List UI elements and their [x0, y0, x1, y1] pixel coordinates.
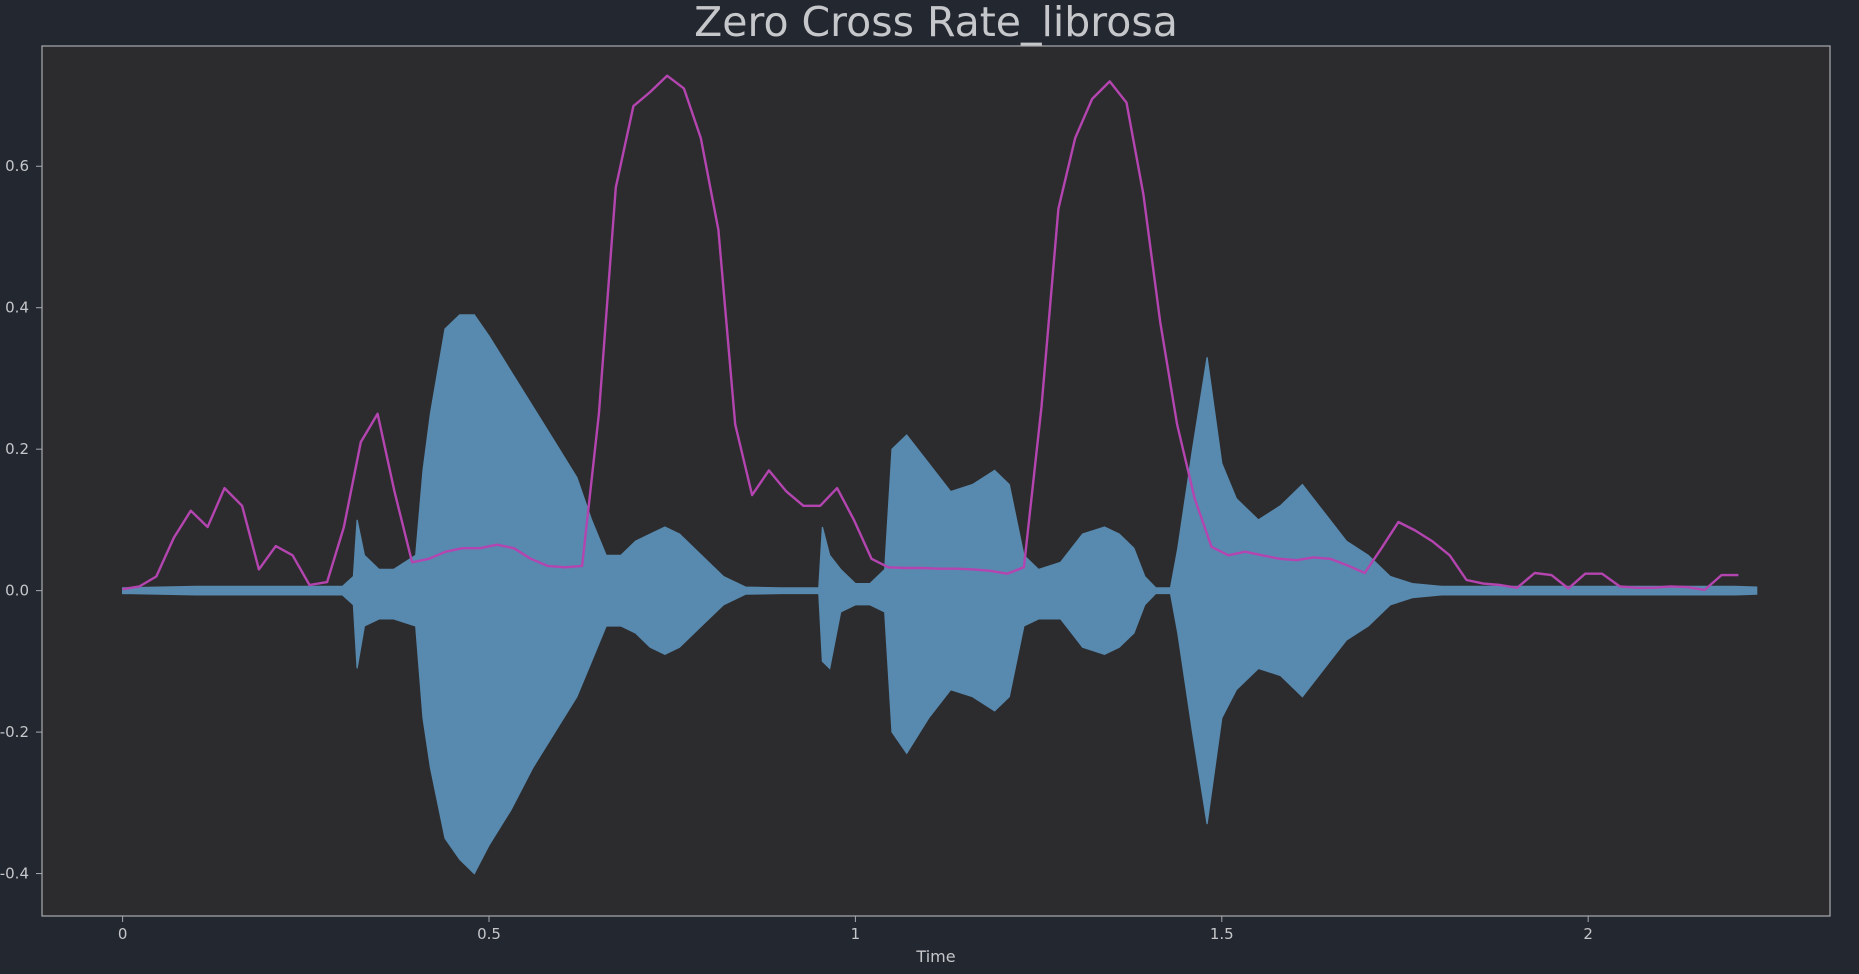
- waveform-series: [122, 314, 1758, 875]
- waveform-layer: [122, 314, 1758, 875]
- x-tick-label: 2: [1583, 925, 1593, 943]
- y-tick-label: 0.4: [5, 299, 29, 317]
- zcr-layer: [122, 74, 1739, 592]
- x-tick-label: 1.5: [1210, 925, 1234, 943]
- zcr-series-line: [122, 74, 1739, 592]
- x-tick-label: 1: [851, 925, 861, 943]
- y-tick-label: -0.2: [0, 723, 29, 741]
- y-tick-label: 0.0: [5, 582, 29, 600]
- y-tick-label: 0.2: [5, 440, 29, 458]
- x-axis-label: Time: [915, 947, 955, 966]
- y-axis: -0.4 -0.2 0.0 0.2 0.4 0.6: [0, 157, 42, 883]
- y-tick-label: -0.4: [0, 865, 29, 883]
- x-tick-label: 0.5: [477, 925, 501, 943]
- x-tick-label: 0: [118, 925, 128, 943]
- chart-title: Zero Cross Rate_librosa: [694, 0, 1178, 46]
- x-axis: 0 0.5 1 1.5 2: [118, 916, 1593, 943]
- plot-frame: [41, 45, 1831, 917]
- y-tick-label: 0.6: [5, 157, 29, 175]
